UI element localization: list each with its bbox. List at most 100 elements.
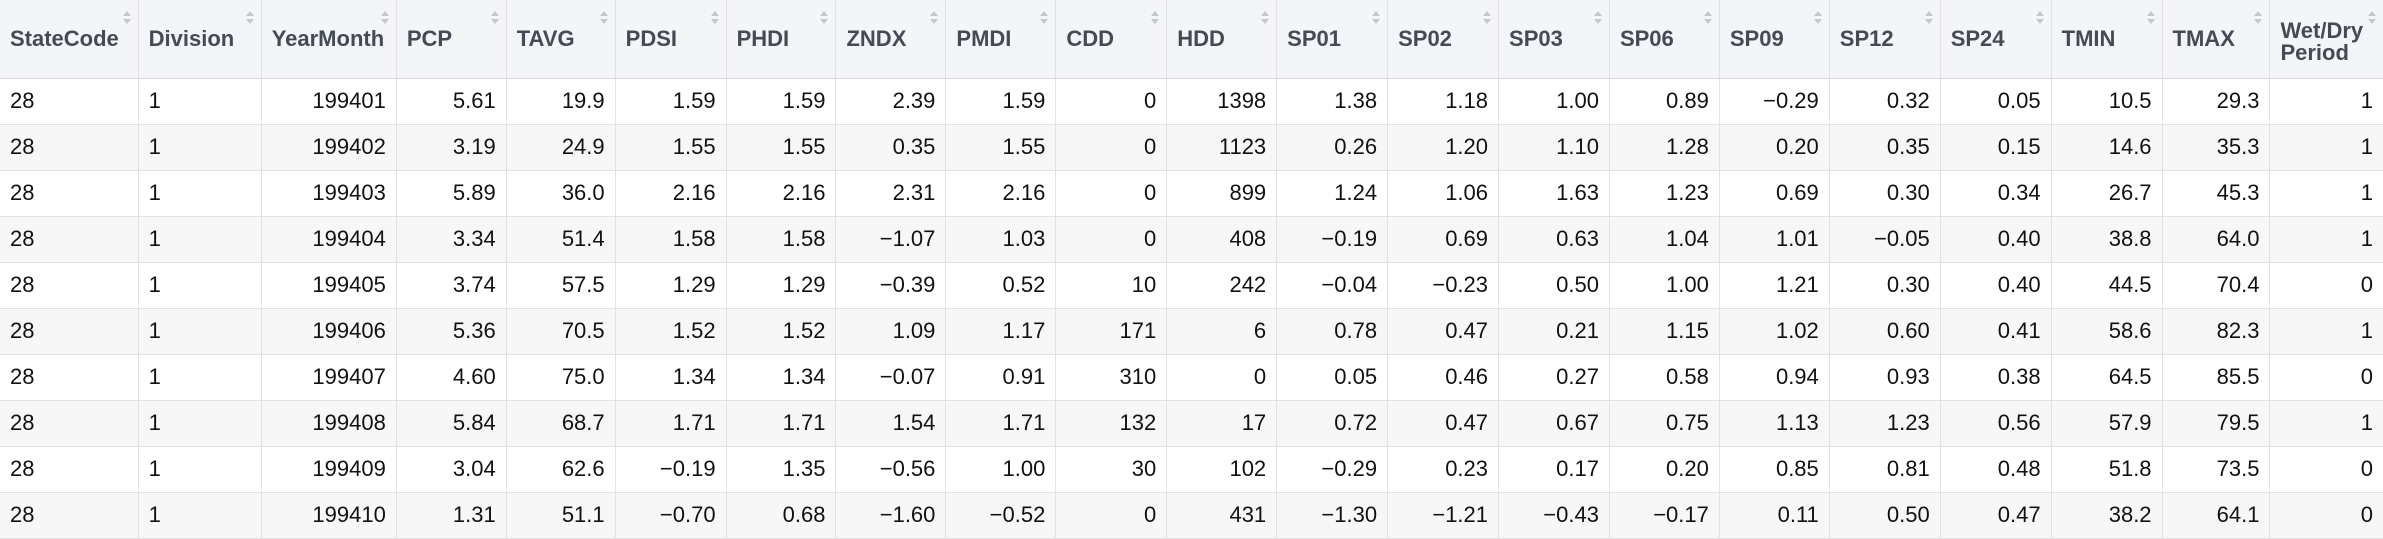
table-cell: 1.55 [726,124,837,171]
column-header-sp09[interactable]: SP09 [1719,0,1830,79]
column-header-pmdi[interactable]: PMDI [945,0,1057,79]
column-header-tavg[interactable]: TAVG [506,0,616,79]
column-header-hdd[interactable]: HDD [1166,0,1278,79]
column-header-label: CDD [1066,25,1114,51]
table-cell: 1 [2269,78,2383,125]
sort-arrows-icon[interactable] [1813,11,1822,25]
table-cell: 0.72 [1276,400,1389,447]
table-cell: 0.50 [1498,262,1610,309]
table-cell: −0.07 [835,354,947,401]
table-cell: 1.59 [615,78,727,125]
table-cell: 0.05 [1276,354,1389,401]
sort-arrows-icon[interactable] [122,11,131,25]
table-cell: 28 [0,78,139,125]
table-cell: 0.81 [1829,446,1941,493]
table-cell: 28 [0,400,139,447]
sort-arrows-icon[interactable] [820,11,829,25]
table-cell: 1 [2269,400,2383,447]
column-header-label: HDD [1177,25,1225,51]
table-row: 28 1 199409 3.04 62.6 −0.19 1.35 −0.56 1.00 30 102… [0,446,2383,493]
table-cell: −1.21 [1387,492,1500,539]
table-cell: 0.58 [1609,354,1720,401]
column-header-phdi[interactable]: PHDI [726,0,837,79]
sort-arrows-icon[interactable] [380,11,389,25]
table-cell: 1.06 [1387,170,1500,217]
column-header-label: PDSI [625,25,677,51]
sort-arrows-icon[interactable] [599,11,608,25]
sort-arrows-icon[interactable] [1593,11,1602,25]
column-header-tmax[interactable]: TMAX [2162,0,2271,79]
table-cell: 0.56 [1940,400,2052,447]
column-header-sp24[interactable]: SP24 [1940,0,2052,79]
sort-arrows-icon[interactable] [2035,11,2044,25]
column-header-sp12[interactable]: SP12 [1829,0,1941,79]
table-cell: 1 [138,446,262,493]
sort-arrows-icon[interactable] [1924,11,1933,25]
table-cell: 0.11 [1719,492,1830,539]
table-cell: 0.20 [1609,446,1720,493]
table-cell: 2.16 [945,170,1057,217]
column-header-sp01[interactable]: SP01 [1276,0,1389,79]
column-header-label: PMDI [956,25,1012,51]
sort-arrows-icon[interactable] [490,11,499,25]
table-cell: 0.48 [1940,446,2052,493]
table-cell: 0.40 [1940,216,2052,263]
sort-arrows-icon[interactable] [245,11,254,25]
sort-arrows-icon[interactable] [2146,11,2155,25]
table-cell: 1.29 [615,262,727,309]
table-cell: 0.68 [726,492,837,539]
table-cell: 28 [0,492,139,539]
table-cell: 0.30 [1829,262,1941,309]
column-header-pdsi[interactable]: PDSI [615,0,727,79]
table-cell: 0.05 [1940,78,2052,125]
column-header-cdd[interactable]: CDD [1055,0,1168,79]
table-cell: 0.46 [1387,354,1500,401]
sort-arrows-icon[interactable] [930,11,939,25]
column-header-label: SP12 [1839,25,1894,51]
table-cell: 1.00 [1609,262,1720,309]
column-header-label: SP24 [1950,25,2005,51]
sort-arrows-icon[interactable] [1483,11,1492,25]
table-cell: 0.32 [1829,78,1941,125]
table-cell: 28 [0,124,139,171]
table-cell: 85.5 [2162,354,2271,401]
table-cell: 30 [1055,446,1168,493]
column-header-statecode[interactable]: StateCode [0,0,139,79]
table-cell: 1.00 [1498,78,1610,125]
column-header-wet-dry-period[interactable]: Wet/Dry Period [2269,0,2383,79]
table-cell: 1.31 [396,492,507,539]
sort-arrows-icon[interactable] [1151,11,1160,25]
table-cell: 0 [2269,262,2383,309]
table-cell: 28 [0,170,139,217]
sort-arrows-icon[interactable] [1703,11,1712,25]
table-cell: 0.52 [945,262,1057,309]
column-header-tmin[interactable]: TMIN [2051,0,2163,79]
column-header-division[interactable]: Division [138,0,262,79]
column-header-sp02[interactable]: SP02 [1387,0,1500,79]
table-cell: 35.3 [2162,124,2271,171]
table-cell: 5.36 [396,308,507,355]
column-header-sp03[interactable]: SP03 [1498,0,1610,79]
column-header-sp06[interactable]: SP06 [1609,0,1720,79]
table-cell: 57.9 [2051,400,2163,447]
sort-arrows-icon[interactable] [1372,11,1381,25]
sort-arrows-icon[interactable] [710,11,719,25]
table-cell: 1.21 [1719,262,1830,309]
sort-arrows-icon[interactable] [1261,11,1270,25]
table-cell: 199402 [261,124,397,171]
table-cell: 58.6 [2051,308,2163,355]
column-header-label: SP02 [1398,25,1452,51]
column-header-pcp[interactable]: PCP [396,0,507,79]
table-cell: −0.05 [1829,216,1941,263]
table-cell: 3.04 [396,446,507,493]
table-cell: 1.71 [615,400,727,447]
sort-arrows-icon[interactable] [2368,11,2376,25]
table-cell: 24.9 [506,124,616,171]
sort-arrows-icon[interactable] [2254,11,2263,25]
column-header-yearmonth[interactable]: YearMonth [261,0,397,79]
column-header-zndx[interactable]: ZNDX [835,0,947,79]
sort-arrows-icon[interactable] [1040,11,1049,25]
table-cell: 19.9 [506,78,616,125]
table-cell: −0.29 [1719,78,1830,125]
table-cell: 0 [2269,354,2383,401]
